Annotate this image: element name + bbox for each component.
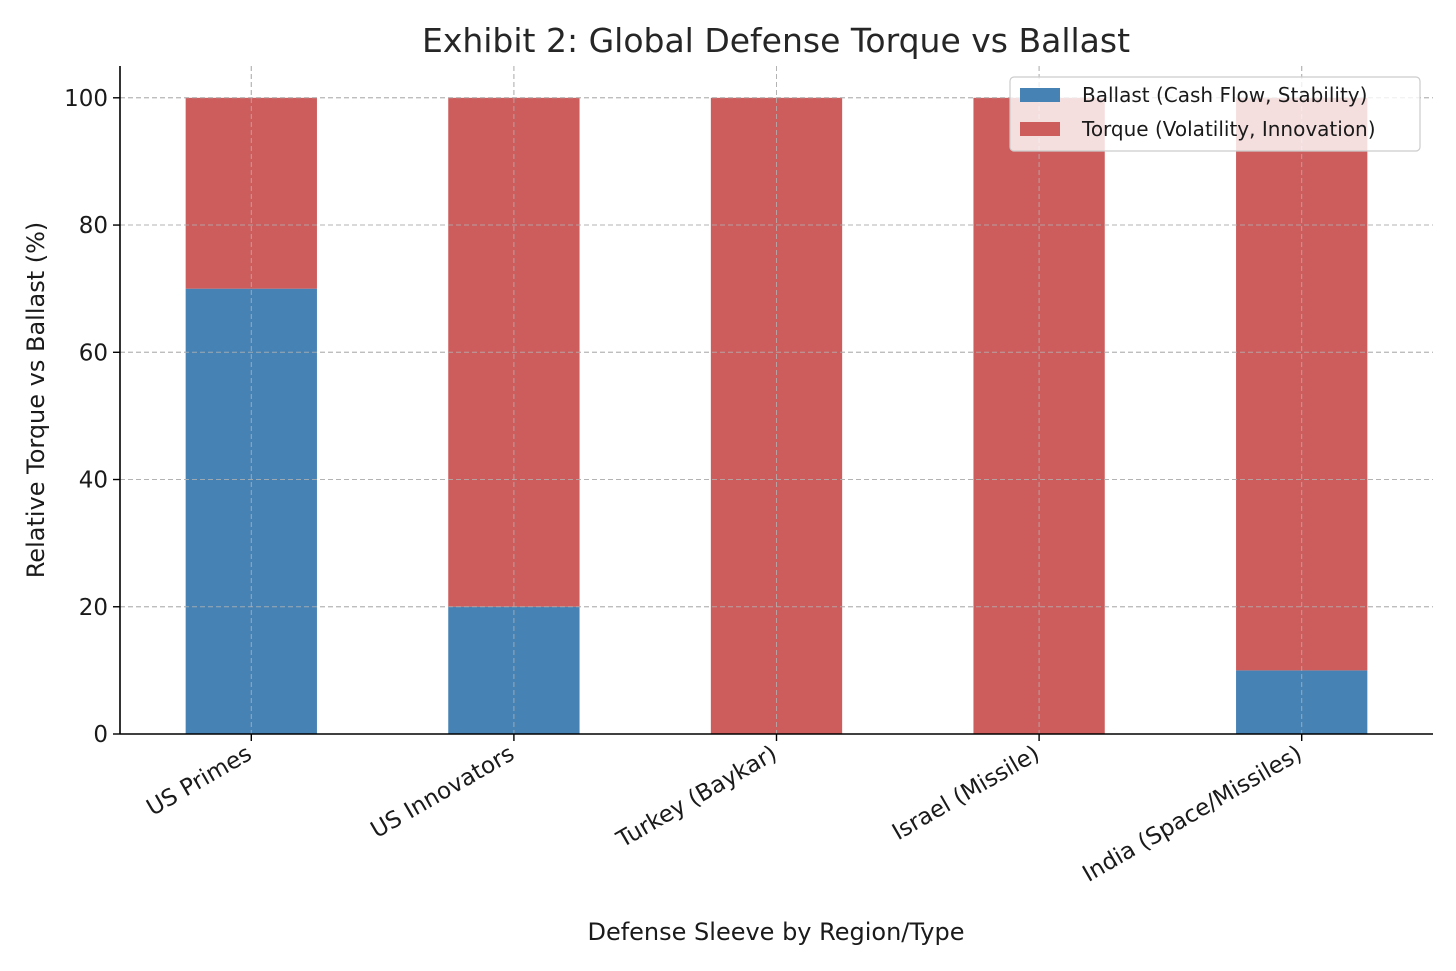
bar-torque-4 bbox=[1236, 97, 1368, 671]
bar-torque-0 bbox=[185, 97, 317, 289]
y-tick-label: 100 bbox=[64, 86, 108, 112]
axes bbox=[113, 66, 1433, 741]
legend-swatch-torque bbox=[1020, 122, 1060, 136]
y-tick-label: 80 bbox=[79, 213, 108, 239]
legend-swatch-ballast bbox=[1020, 88, 1060, 102]
x-tick-label: Israel (Missile) bbox=[888, 741, 1044, 846]
y-tick-label: 40 bbox=[79, 468, 108, 494]
legend-box bbox=[1009, 76, 1421, 152]
x-tick-label: Turkey (Baykar) bbox=[612, 741, 782, 854]
y-axis-label: Relative Torque vs Ballast (%) bbox=[22, 222, 50, 579]
x-tick-label: US Innovators bbox=[366, 741, 518, 844]
legend-label-ballast: Ballast (Cash Flow, Stability) bbox=[1082, 83, 1367, 107]
x-tick-label: India (Space/Missiles) bbox=[1078, 741, 1306, 888]
legend: Ballast (Cash Flow, Stability) Torque (V… bbox=[1009, 76, 1421, 152]
legend-label-torque: Torque (Volatility, Innovation) bbox=[1081, 117, 1376, 141]
y-tick-label: 20 bbox=[79, 595, 108, 621]
x-tick-label: US Primes bbox=[142, 741, 256, 822]
x-axis-label: Defense Sleeve by Region/Type bbox=[587, 918, 964, 946]
bars bbox=[120, 66, 1433, 735]
chart-title: Exhibit 2: Global Defense Torque vs Ball… bbox=[422, 21, 1130, 60]
y-tick-label: 0 bbox=[93, 722, 108, 748]
y-tick-label: 60 bbox=[79, 340, 108, 366]
